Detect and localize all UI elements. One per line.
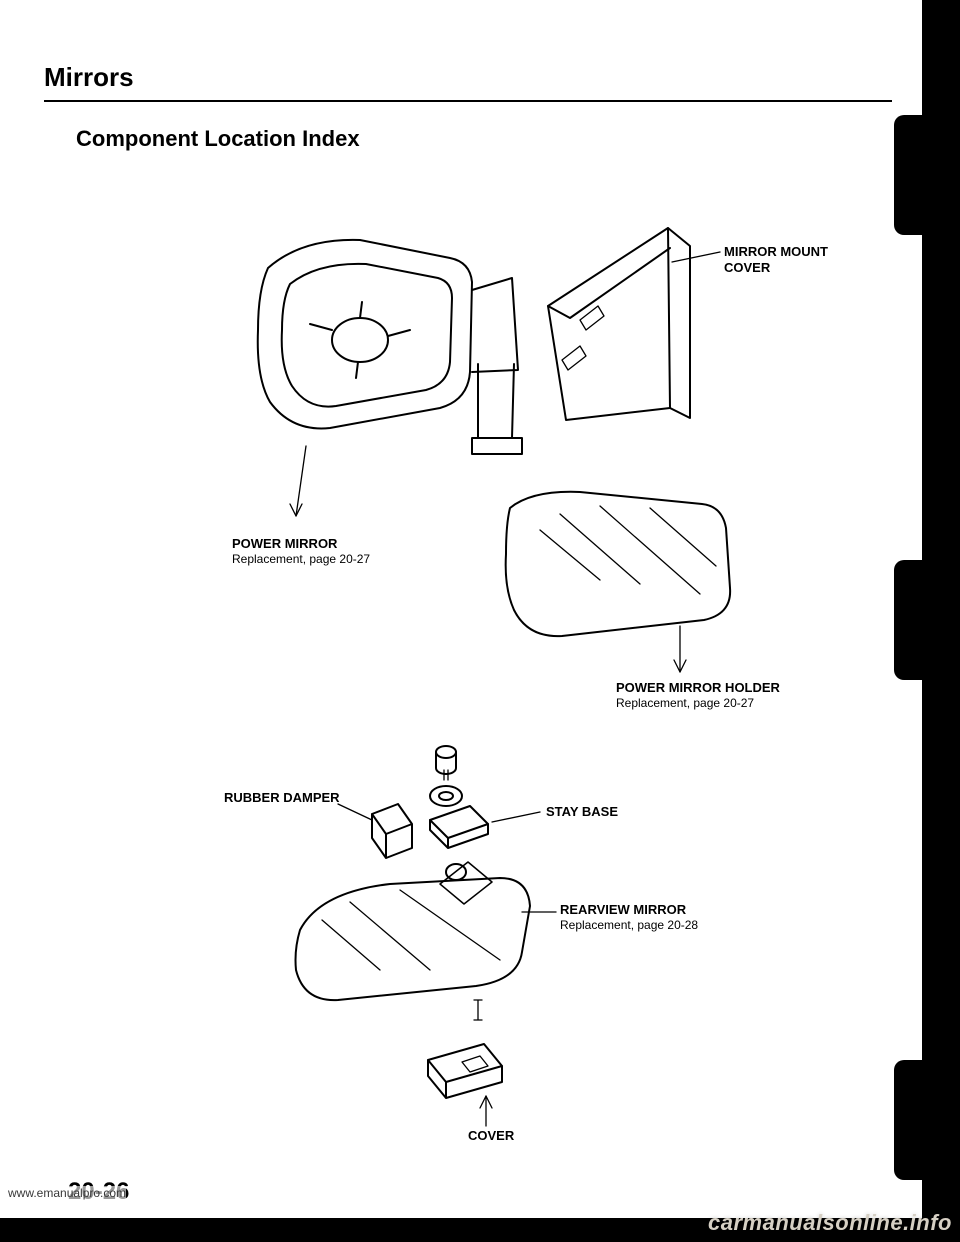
section-title: Mirrors: [44, 62, 134, 93]
binder-tab: [894, 1060, 922, 1180]
mirror-mount-cover-icon: [548, 228, 720, 420]
label-rubber-damper: RUBBER DAMPER: [224, 790, 340, 806]
sub-title: Component Location Index: [76, 126, 360, 152]
rearview-mirror-icon: [296, 862, 557, 1020]
label-power-mirror-holder: POWER MIRROR HOLDER Replacement, page 20…: [616, 680, 780, 711]
label-cover: COVER: [468, 1128, 514, 1144]
label-power-mirror: POWER MIRROR Replacement, page 20-27: [232, 536, 370, 567]
small-hardware-icon: [338, 746, 540, 858]
diagram-illustration: [0, 0, 960, 1242]
watermark-left: www.emanualpro.com: [8, 1186, 126, 1200]
label-stay-base: STAY BASE: [546, 804, 618, 820]
manual-page: Mirrors Component Location Index: [0, 0, 960, 1242]
label-mirror-mount-cover: MIRROR MOUNT COVER: [724, 244, 828, 277]
cover-part-icon: [428, 1044, 502, 1126]
horizontal-rule: [44, 100, 892, 102]
power-mirror-icon: [258, 240, 522, 516]
binder-tab: [894, 560, 922, 680]
watermark-right: carmanualsonline.info: [708, 1210, 952, 1236]
power-mirror-holder-icon: [506, 492, 730, 672]
binder-edge: [922, 0, 960, 1242]
label-rearview-mirror: REARVIEW MIRROR Replacement, page 20-28: [560, 902, 698, 933]
binder-tab: [894, 115, 922, 235]
